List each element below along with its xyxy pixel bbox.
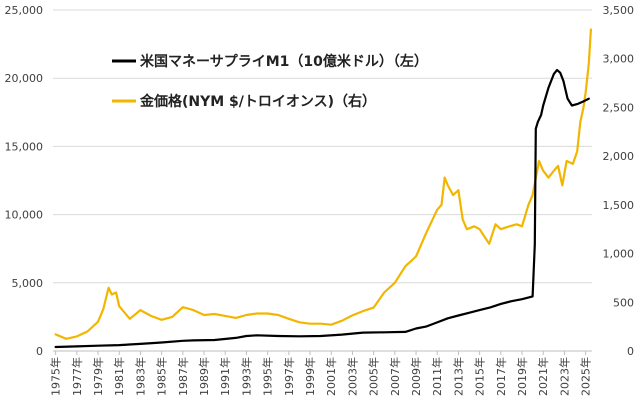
x-tick-label: 1995年 (261, 357, 275, 396)
left-y-tick-label: 20,000 (5, 72, 44, 85)
x-tick-label: 2021年 (536, 357, 550, 396)
right-y-tick-label: 2,000 (603, 150, 635, 163)
x-tick-label: 2009年 (409, 357, 423, 396)
x-tick-label: 1987年 (176, 357, 190, 396)
legend-label-gold: 金価格(NYM $/トロイオンス)（右） (139, 93, 376, 110)
left-y-tick-label: 10,000 (5, 209, 44, 222)
right-y-tick-label: 3,000 (603, 53, 635, 66)
x-tick-label: 2023年 (557, 357, 571, 396)
left-y-tick-label: 15,000 (5, 140, 44, 153)
series-line-m1 (54, 68, 590, 349)
x-tick-label: 1975年 (49, 357, 63, 396)
right-y-tick-label: 1,000 (603, 248, 635, 261)
x-tick-label: 2017年 (494, 357, 508, 396)
series-line-gold (54, 28, 593, 340)
x-tick-label: 1991年 (218, 357, 232, 396)
right-y-tick-label: 3,500 (603, 4, 635, 17)
left-y-tick-label: 25,000 (5, 4, 44, 17)
x-tick-label: 1979年 (91, 357, 105, 396)
x-tick-label: 2011年 (430, 357, 444, 396)
right-y-tick-label: 1,500 (603, 199, 635, 212)
x-tick-label: 2013年 (451, 357, 465, 396)
x-tick-label: 1977年 (70, 357, 84, 396)
legend: 米国マネーサプライM1（10億米ドル）（左） 金価格(NYM $/トロイオンス)… (112, 53, 428, 110)
x-tick-label: 2015年 (473, 357, 487, 396)
left-y-axis-ticks: 0 5,000 10,000 15,000 20,000 25,000 (5, 4, 44, 358)
right-y-tick-label: 2,500 (603, 101, 635, 114)
legend-entry-m1: 米国マネーサプライM1（10億米ドル）（左） (112, 53, 428, 70)
x-tick-label: 2005年 (367, 357, 381, 396)
x-tick-label: 2007年 (388, 357, 402, 396)
left-y-tick-label: 5,000 (12, 277, 44, 290)
x-tick-label: 1997年 (282, 357, 296, 396)
x-tick-label: 1983年 (133, 357, 147, 396)
x-axis-ticks: 1975年 1977年 1979年 1981年 1983年 1985年 1987年 1989年… (49, 351, 593, 396)
x-tick-label: 2019年 (515, 357, 529, 396)
x-tick-label: 1999年 (303, 357, 317, 396)
series-layer (54, 28, 593, 349)
legend-entry-gold: 金価格(NYM $/トロイオンス)（右） (112, 93, 376, 110)
x-tick-label: 1989年 (197, 357, 211, 396)
right-y-axis-ticks: 0 500 1,000 1,500 2,000 2,500 3,000 3,500 (603, 4, 635, 358)
legend-label-m1: 米国マネーサプライM1（10億米ドル）（左） (140, 53, 428, 70)
right-y-tick-label: 0 (627, 345, 634, 358)
x-tick-label: 1981年 (112, 357, 126, 396)
x-tick-label: 1993年 (239, 357, 253, 396)
left-y-tick-label: 0 (36, 345, 43, 358)
x-tick-label: 2025年 (579, 357, 593, 396)
x-tick-label: 2001年 (324, 357, 338, 396)
x-tick-label: 1985年 (155, 357, 169, 396)
x-tick-label: 2003年 (345, 357, 359, 396)
right-y-tick-label: 500 (613, 296, 634, 309)
